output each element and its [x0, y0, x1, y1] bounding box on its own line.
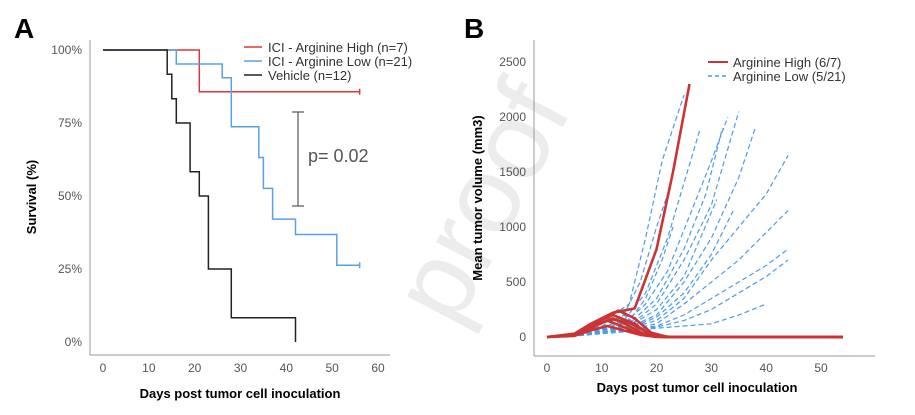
arginine-low-line-9 [546, 248, 789, 338]
legend-item-arg-low: ICI - Arginine Low (n=21) [244, 54, 412, 69]
arginine-low-line-16 [546, 303, 767, 338]
survival-curve-2 [103, 49, 297, 342]
legend-label: Arginine Low (5/21) [733, 69, 846, 84]
panel-a-legend: ICI - Arginine High (n=7) ICI - Arginine… [244, 40, 412, 83]
panel-b-x-title: Days post tumor cell inoculation [597, 380, 798, 395]
panel-a-x-tick-labels: 0 10 20 30 40 50 60 [100, 361, 385, 375]
y-tick-label: 75% [58, 116, 82, 130]
legend-label: Vehicle (n=12) [268, 68, 351, 83]
legend-label: ICI - Arginine High (n=7) [268, 40, 408, 55]
panel-b-legend: Arginine High (6/7) Arginine Low (5/21) [708, 55, 846, 84]
x-tick-label: 20 [188, 361, 202, 375]
arginine-low-line-12 [546, 210, 734, 338]
x-tick-label: 50 [325, 361, 339, 375]
panel-b-x-tick-labels: 0 10 20 30 40 50 [544, 361, 828, 375]
x-tick-label: 30 [705, 361, 719, 375]
y-tick-label: 2000 [499, 110, 526, 124]
y-tick-label: 2500 [499, 55, 526, 69]
panel-a-letter: A [14, 13, 34, 44]
panel-a-plot: 0% 25% 50% 75% 100% 0 10 20 30 40 50 60 p= 0.02 IC… [24, 40, 412, 401]
panel-b-series [546, 83, 843, 339]
panel-a-series [103, 49, 361, 342]
panel-b-plot: 0 500 1000 1500 2000 2500 0 10 20 30 40 50 Arginin… [470, 40, 875, 395]
x-tick-label: 10 [142, 361, 156, 375]
y-tick-label: 1500 [499, 165, 526, 179]
legend-item-arg-high: ICI - Arginine High (n=7) [244, 40, 408, 55]
arginine-high-line-6 [546, 324, 843, 339]
legend-item-arginine-low: Arginine Low (5/21) [708, 69, 846, 84]
panel-a: A 0% 25% 50% 75% 100% 0 10 20 30 40 50 60 p= 0.02 … [14, 13, 412, 401]
legend-label: ICI - Arginine Low (n=21) [268, 54, 412, 69]
legend-item-arginine-high: Arginine High (6/7) [708, 55, 841, 70]
arginine-low-line-13 [546, 259, 789, 338]
x-tick-label: 0 [100, 361, 107, 375]
arginine-low-line-6 [546, 127, 756, 338]
p-value-label: p= 0.02 [308, 146, 369, 166]
p-value-bracket: p= 0.02 [292, 111, 369, 207]
y-tick-label: 0 [519, 330, 526, 344]
x-tick-label: 50 [814, 361, 828, 375]
y-tick-label: 100% [51, 43, 82, 57]
x-tick-label: 30 [234, 361, 248, 375]
x-tick-label: 20 [650, 361, 664, 375]
x-tick-label: 60 [371, 361, 385, 375]
x-tick-label: 40 [760, 361, 774, 375]
legend-item-vehicle: Vehicle (n=12) [244, 68, 351, 83]
panel-b-y-title: Mean tumor volume (mm3) [470, 115, 485, 280]
y-tick-label: 0% [65, 335, 83, 349]
survival-curve-1 [103, 49, 360, 266]
panel-b-letter: B [464, 13, 484, 44]
panel-b: B 0 500 1000 1500 2000 2500 0 10 20 30 40 50 Argin… [464, 13, 875, 395]
x-tick-label: 0 [544, 361, 551, 375]
panel-a-y-title: Survival (%) [24, 160, 39, 234]
panel-a-y-tick-labels: 0% 25% 50% 75% 100% [51, 43, 82, 349]
y-tick-label: 1000 [499, 220, 526, 234]
legend-label: Arginine High (6/7) [733, 55, 841, 70]
x-tick-label: 40 [280, 361, 294, 375]
arginine-low-line-0 [546, 94, 685, 338]
y-tick-label: 500 [506, 275, 526, 289]
panel-b-y-tick-labels: 0 500 1000 1500 2000 2500 [499, 55, 526, 344]
x-tick-label: 10 [595, 361, 609, 375]
y-tick-label: 50% [58, 189, 82, 203]
y-tick-label: 25% [58, 262, 82, 276]
panel-a-x-title: Days post tumor cell inoculation [140, 386, 341, 401]
